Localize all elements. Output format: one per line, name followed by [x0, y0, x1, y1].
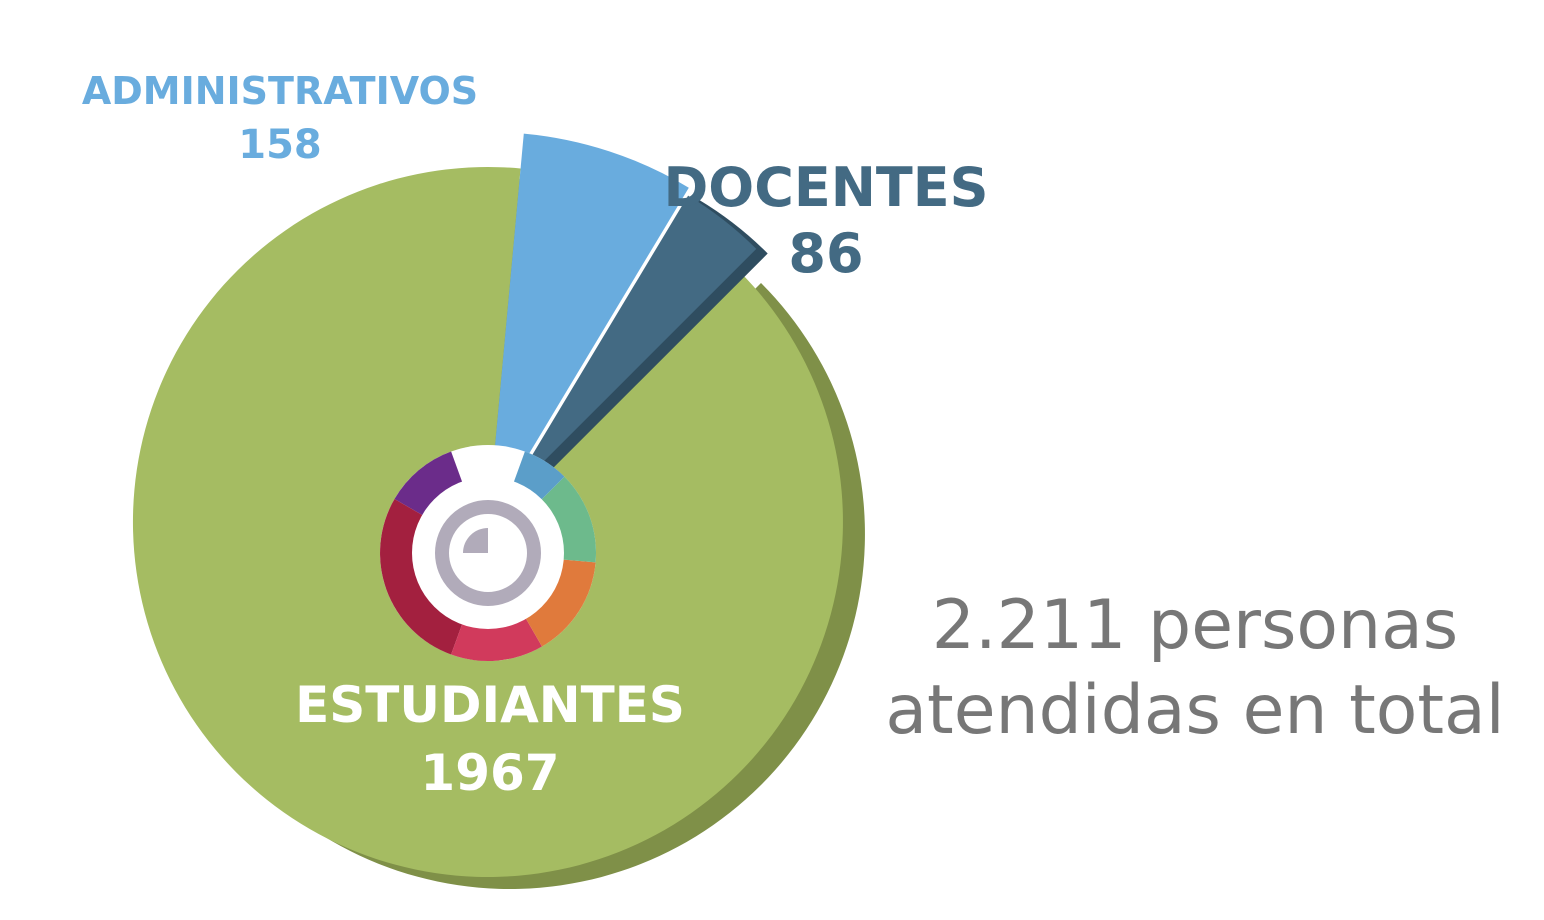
slice-label-estudiantes: ESTUDIANTES: [295, 676, 685, 734]
slice-administrativos: [488, 133, 689, 522]
slice-label-administrativos: ADMINISTRATIVOS: [82, 69, 478, 113]
total-line-1: 2.211 personas: [931, 586, 1459, 665]
logo-gray-ring: [435, 500, 541, 606]
slice-value-estudiantes: 1967: [420, 744, 559, 802]
total-line-2: atendidas en total: [885, 671, 1505, 750]
logo-quarter-mark: [463, 528, 488, 553]
pie-layer: [132, 133, 865, 889]
label-layer: ESTUDIANTES 1967 ADMINISTRATIVOS 158 DOCENTE…: [82, 69, 989, 802]
slice-docentes: [505, 195, 757, 500]
institution-ring-logo-icon: [380, 445, 597, 661]
slice-value-docentes: 86: [788, 222, 863, 285]
slice-value-administrativos: 158: [238, 122, 322, 168]
slice-label-docentes: DOCENTES: [663, 156, 988, 219]
